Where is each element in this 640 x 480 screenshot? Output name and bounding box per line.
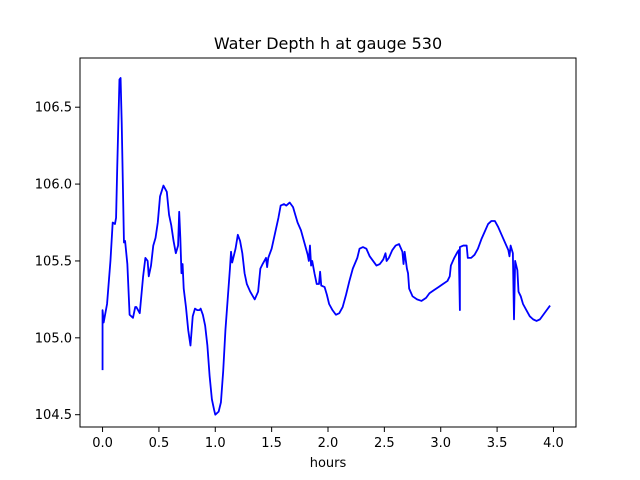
chart-title: Water Depth h at gauge 530 (214, 34, 442, 53)
y-tick-label: 106.0 (35, 178, 72, 193)
x-tick-label: 0.0 (92, 436, 113, 451)
x-tick-label: 2.0 (318, 436, 339, 451)
series-line-0 (101, 77, 551, 416)
x-tick-label: 3.5 (487, 436, 508, 451)
x-tick-label: 1.0 (205, 436, 226, 451)
x-tick-label: 4.0 (543, 436, 564, 451)
y-tick-label: 105.5 (35, 254, 72, 269)
x-tick-label: 3.0 (430, 436, 451, 451)
y-tick-label: 105.0 (35, 331, 72, 346)
x-tick-label: 1.5 (261, 436, 282, 451)
plot-area (101, 77, 551, 416)
x-axis: 0.0 0.5 1.0 1.5 2.0 2.5 3.0 3.5 4.0 (92, 427, 564, 451)
x-tick-label: 0.5 (149, 436, 170, 451)
y-axis: 104.5 105.0 105.5 106.0 106.5 (35, 101, 80, 423)
y-tick-label: 106.5 (35, 101, 72, 116)
y-tick-label: 104.5 (35, 408, 72, 423)
axes-frame (79, 57, 577, 428)
x-axis-label: hours (310, 456, 347, 471)
x-tick-label: 2.5 (374, 436, 395, 451)
